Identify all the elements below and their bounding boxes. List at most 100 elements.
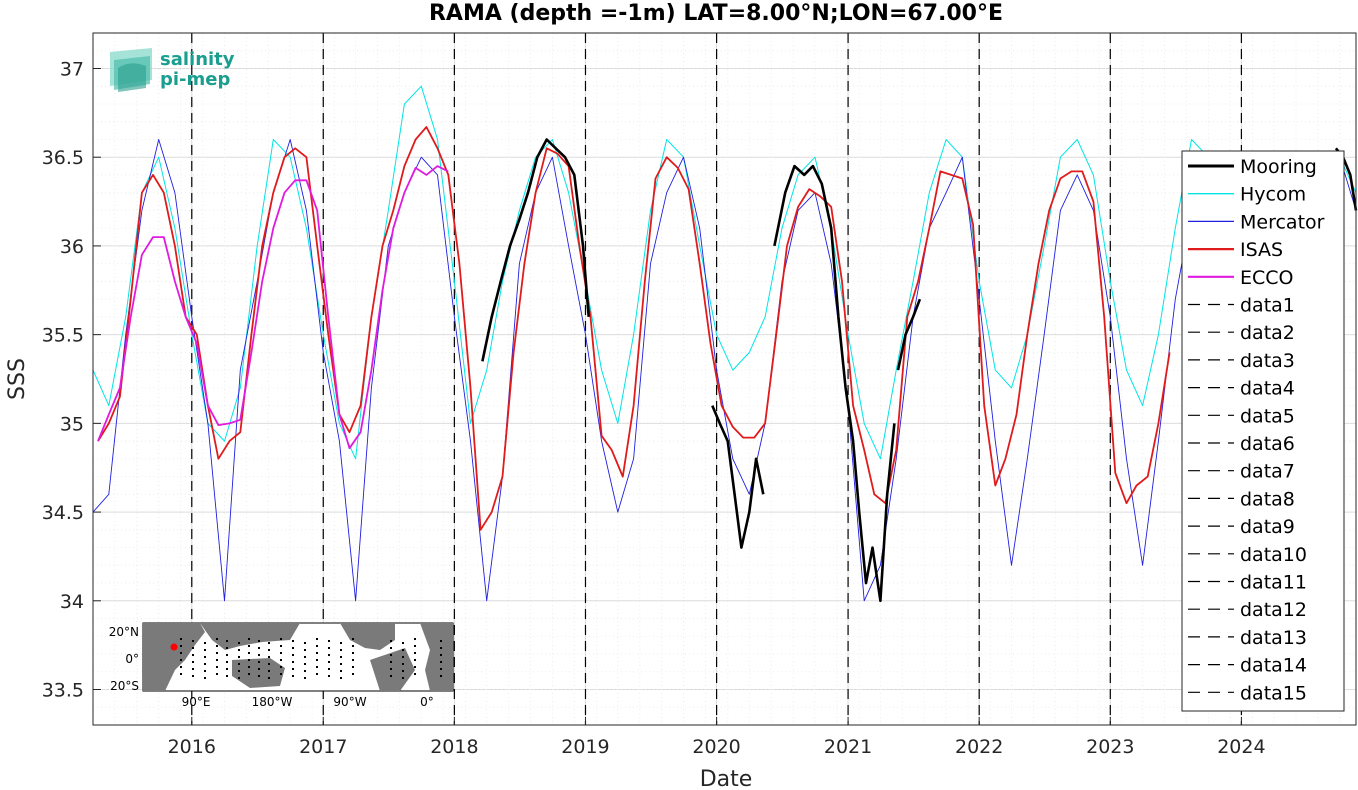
array-dot <box>414 673 416 675</box>
array-dot <box>238 649 240 651</box>
map-landmass-asia <box>200 623 300 650</box>
map-lat-label-20s: 20°S <box>110 679 139 693</box>
y-tick-label: 33.5 <box>42 680 84 702</box>
array-dot <box>238 670 240 672</box>
array-dot <box>328 647 330 649</box>
series-line-mooring <box>773 164 840 318</box>
array-dot <box>414 659 416 661</box>
array-dot <box>204 663 206 665</box>
legend-label-data5: data5 <box>1240 405 1295 427</box>
array-dot <box>192 661 194 663</box>
legend-label-data6: data6 <box>1240 433 1295 455</box>
series-line-isas <box>97 126 1171 531</box>
array-dot <box>328 640 330 642</box>
array-dot <box>258 661 260 663</box>
series-line-mercator <box>92 139 1357 602</box>
array-dot <box>216 666 218 668</box>
array-dot <box>292 640 294 642</box>
y-tick-label: 36 <box>60 236 84 258</box>
map-lon-label-180w: 180°W <box>252 695 293 709</box>
x-tick-label: 2019 <box>561 736 609 758</box>
legend-label-data15: data15 <box>1240 682 1307 704</box>
array-dot <box>352 645 354 647</box>
array-dot <box>402 677 404 679</box>
array-dot <box>316 652 318 654</box>
x-tick-label: 2016 <box>168 736 216 758</box>
array-dot <box>440 668 442 670</box>
y-tick-label: 34.5 <box>42 502 84 524</box>
array-dot <box>248 652 250 654</box>
array-dot <box>292 654 294 656</box>
array-dot <box>280 638 282 640</box>
array-dot <box>340 670 342 672</box>
array-dot <box>440 640 442 642</box>
array-dot <box>402 663 404 665</box>
array-dot <box>180 673 182 675</box>
array-dot <box>390 647 392 649</box>
array-dot <box>238 656 240 658</box>
array-dot <box>328 661 330 663</box>
map-landmass-north-america <box>340 623 395 650</box>
inset-map: 20°N 0° 20°S 90°E 180°W 90°W 0° <box>109 622 454 709</box>
chart-title: RAMA (depth =-1m) LAT=8.00°N;LON=67.00°E <box>429 1 1003 26</box>
array-dot <box>192 647 194 649</box>
array-dot <box>226 668 228 670</box>
legend-label-mooring: Mooring <box>1240 156 1317 178</box>
array-dot <box>304 663 306 665</box>
array-dot <box>226 640 228 642</box>
legend-label-data1: data1 <box>1240 295 1295 317</box>
array-dot <box>248 666 250 668</box>
plot-frame <box>92 32 1357 726</box>
array-dot <box>268 656 270 658</box>
array-dot <box>204 649 206 651</box>
y-tick-label: 37 <box>60 58 84 80</box>
array-dot <box>440 647 442 649</box>
array-dot <box>340 663 342 665</box>
array-dot <box>316 645 318 647</box>
map-lon-label-90e: 90°E <box>182 695 211 709</box>
array-dot <box>304 642 306 644</box>
array-dot <box>258 675 260 677</box>
array-dot <box>414 652 416 654</box>
array-dot <box>292 661 294 663</box>
array-dot <box>268 649 270 651</box>
legend-label-data14: data14 <box>1240 655 1307 677</box>
map-lon-label-0: 0° <box>420 695 434 709</box>
array-dot <box>402 642 404 644</box>
map-lon-label-90w: 90°W <box>333 695 366 709</box>
array-dot <box>180 666 182 668</box>
array-dot <box>440 661 442 663</box>
series-layer <box>92 85 1358 603</box>
array-dot <box>340 649 342 651</box>
x-tick-label: 2022 <box>955 736 1003 758</box>
map-landmass-africa <box>143 623 205 691</box>
array-dot <box>280 659 282 661</box>
array-dot <box>352 666 354 668</box>
legend-label-data13: data13 <box>1240 627 1307 649</box>
array-dot <box>204 670 206 672</box>
array-dot <box>268 663 270 665</box>
array-dot <box>204 656 206 658</box>
map-landmass-australia <box>232 658 285 688</box>
x-tick-label: 2018 <box>430 736 478 758</box>
x-tick-label: 2017 <box>299 736 347 758</box>
array-dot <box>390 675 392 677</box>
array-dot <box>352 638 354 640</box>
series-line-hycom <box>92 85 1357 460</box>
series-line-mooring <box>896 298 922 371</box>
array-dot <box>248 659 250 661</box>
legend-items: Mooring Hycom Mercator ISAS ECCO data1 data2 da… <box>1188 156 1325 704</box>
array-dot <box>280 673 282 675</box>
array-dot <box>180 645 182 647</box>
array-dot <box>292 668 294 670</box>
array-dot <box>402 656 404 658</box>
array-dot <box>216 652 218 654</box>
legend-label-hycom: Hycom <box>1240 184 1306 206</box>
legend-label-mercator: Mercator <box>1240 211 1325 233</box>
x-tick-label: 2021 <box>824 736 872 758</box>
logo-line1: salinity <box>160 49 235 70</box>
array-dot <box>248 645 250 647</box>
series-line-mooring <box>481 138 590 362</box>
array-dot <box>238 642 240 644</box>
array-dot <box>390 668 392 670</box>
